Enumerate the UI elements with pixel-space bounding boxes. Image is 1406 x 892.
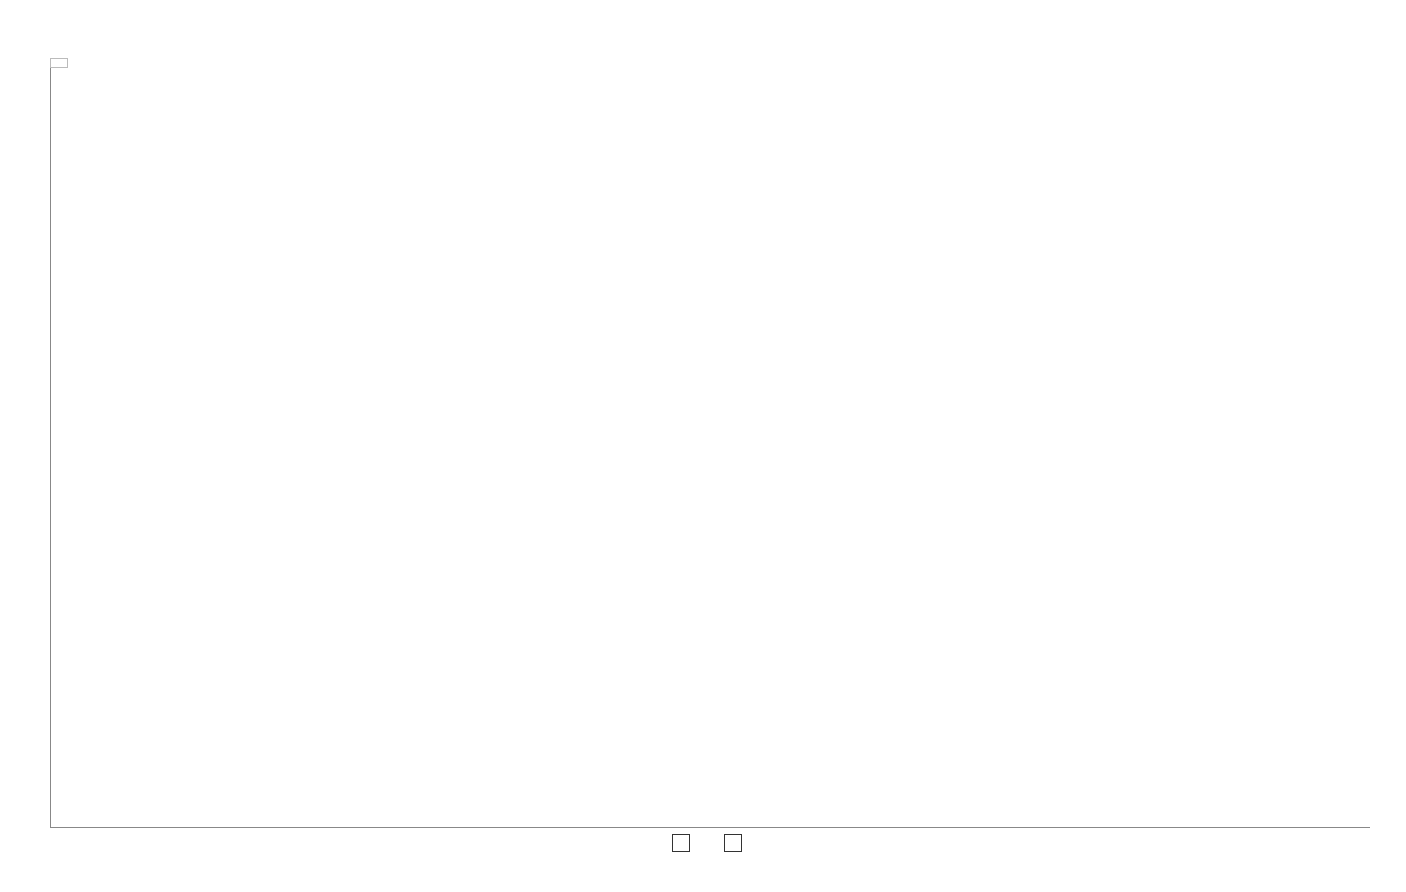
legend <box>672 834 748 852</box>
scatter-plot-area <box>50 58 1370 828</box>
x-axis <box>50 827 1370 828</box>
trendlines-layer <box>50 58 1370 828</box>
y-axis <box>50 58 51 828</box>
correlation-stats-box <box>50 58 68 68</box>
legend-item-tlingit <box>672 834 696 852</box>
legend-swatch-cajun <box>724 834 742 852</box>
legend-swatch-tlingit <box>672 834 690 852</box>
legend-item-cajun <box>724 834 748 852</box>
